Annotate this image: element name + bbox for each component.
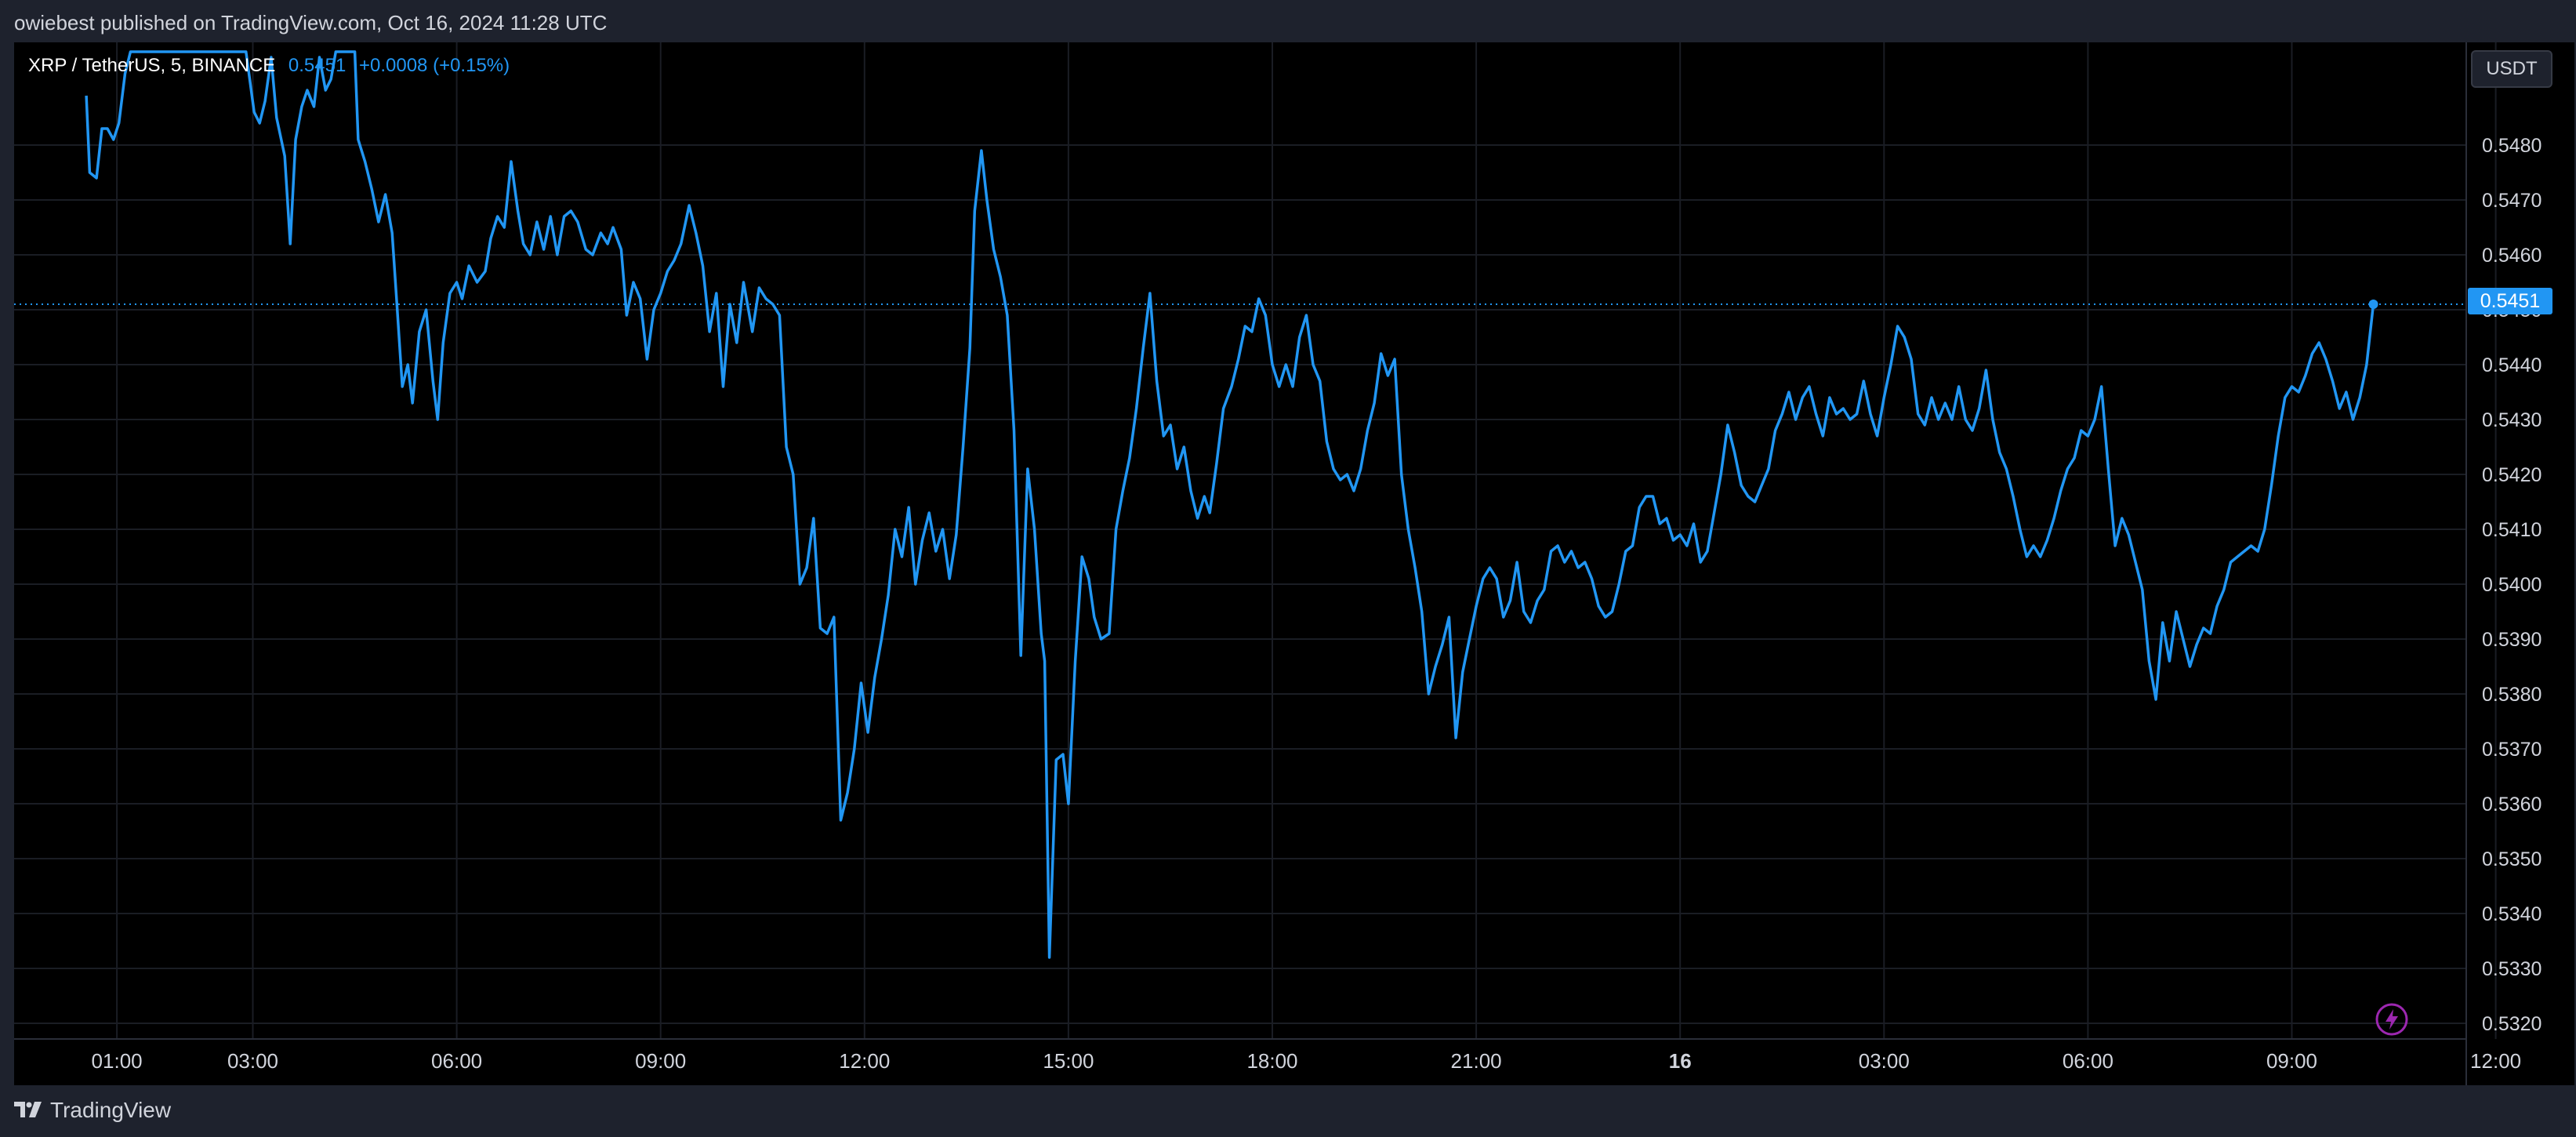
x-tick-label: 03:00 [227,1049,278,1073]
lightning-bolt-icon[interactable] [2374,1001,2410,1037]
price-axis[interactable]: 0.5320 0.5330 0.5340 0.5350 0.5360 0.5370 0.53… [2482,135,2542,1035]
legend-symbol: XRP / TetherUS, 5, BINANCE [28,55,276,76]
symbol-legend[interactable]: XRP / TetherUS, 5, BINANCE 0.5451 +0.000… [28,55,510,77]
x-tick-label: 21:00 [1451,1049,1502,1073]
y-tick-label: 0.5320 [2482,1013,2542,1035]
y-tick-label: 0.5330 [2482,958,2542,980]
y-tick-label: 0.5370 [2482,739,2542,761]
currency-button[interactable]: USDT [2471,50,2552,88]
y-tick-label: 0.5470 [2482,190,2542,212]
footer-bar [0,1085,2576,1137]
y-tick-label: 0.5430 [2482,409,2542,431]
x-tick-label: 09:00 [2266,1049,2317,1073]
chart-grid [14,42,2497,1039]
tradingview-logo-icon [14,1102,42,1117]
y-tick-label: 0.5340 [2482,903,2542,925]
x-tick-label: 18:00 [1246,1049,1297,1073]
x-tick-label: 15:00 [1043,1049,1094,1073]
y-tick-label: 0.5380 [2482,684,2542,706]
top-bar: owiebest published on TradingView.com, O… [0,0,2576,42]
y-tick-label: 0.5410 [2482,519,2542,541]
y-tick-label: 0.5360 [2482,794,2542,816]
legend-last-value: 0.5451 [288,55,346,76]
series-line [85,50,2375,959]
x-tick-label: 12:00 [839,1049,890,1073]
x-tick-label: 06:00 [431,1049,482,1073]
series-layer [85,50,2378,959]
published-caption: owiebest published on TradingView.com, O… [14,11,608,35]
time-axis[interactable]: 01:00 03:00 06:00 09:00 12:00 15:00 18:00 21:00… [92,1049,2522,1073]
x-tick-label: 01:00 [92,1049,143,1073]
last-point-marker [2368,300,2378,309]
y-tick-label: 0.5350 [2482,848,2542,870]
x-tick-label: 03:00 [1859,1049,1910,1073]
x-tick-label: 12:00 [2470,1049,2521,1073]
x-tick-label: 06:00 [2063,1049,2113,1073]
y-tick-label: 0.5440 [2482,354,2542,376]
y-tick-label: 0.5390 [2482,629,2542,651]
last-price-badge: 0.5451 [2468,288,2552,314]
x-tick-label: 16 [1669,1049,1692,1073]
x-tick-label: 09:00 [635,1049,686,1073]
y-tick-label: 0.5480 [2482,135,2542,157]
y-tick-label: 0.5460 [2482,245,2542,267]
tradingview-brand: TradingView [50,1098,172,1122]
y-tick-label: 0.5420 [2482,464,2542,486]
legend-change: +0.0008 (+0.15%) [358,55,510,76]
tradingview-logo[interactable]: TradingView [14,1098,171,1123]
y-tick-label: 0.5400 [2482,574,2542,596]
chart-frame[interactable] [14,42,2574,1085]
